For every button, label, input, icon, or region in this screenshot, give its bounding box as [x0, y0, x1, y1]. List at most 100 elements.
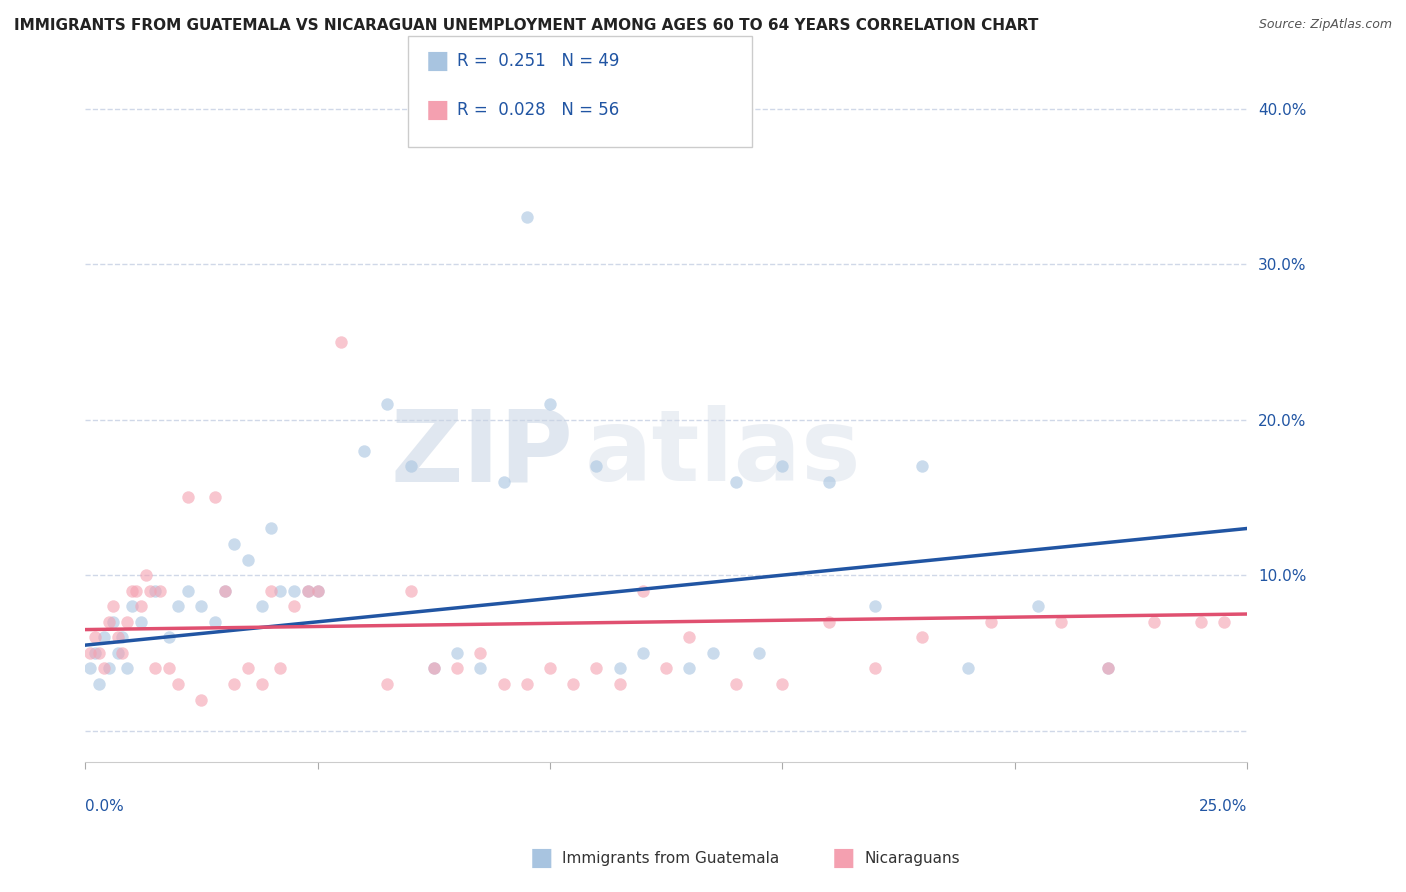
Point — [817, 475, 839, 489]
Point — [269, 661, 291, 675]
Point — [143, 661, 166, 675]
Point — [157, 661, 180, 675]
Text: Source: ZipAtlas.com: Source: ZipAtlas.com — [1258, 18, 1392, 31]
Point — [269, 583, 291, 598]
Point — [129, 599, 152, 614]
Point — [260, 521, 283, 535]
Point — [911, 459, 934, 474]
Point — [89, 677, 111, 691]
Point — [585, 459, 607, 474]
Point — [1097, 661, 1119, 675]
Point — [176, 583, 198, 598]
Point — [1026, 599, 1049, 614]
Point — [93, 631, 115, 645]
Point — [748, 646, 770, 660]
Point — [135, 568, 157, 582]
Point — [79, 646, 101, 660]
Text: IMMIGRANTS FROM GUATEMALA VS NICARAGUAN UNEMPLOYMENT AMONG AGES 60 TO 64 YEARS C: IMMIGRANTS FROM GUATEMALA VS NICARAGUAN … — [14, 18, 1039, 33]
Point — [167, 599, 190, 614]
Point — [307, 583, 329, 598]
Point — [329, 334, 352, 349]
Point — [83, 646, 105, 660]
Point — [236, 552, 259, 566]
Point — [1189, 615, 1212, 629]
Point — [770, 677, 793, 691]
Point — [297, 583, 319, 598]
Point — [399, 459, 422, 474]
Point — [107, 646, 129, 660]
Point — [423, 661, 446, 675]
Text: ■: ■ — [426, 98, 450, 122]
Point — [129, 615, 152, 629]
Point — [655, 661, 678, 675]
Point — [1050, 615, 1073, 629]
Point — [609, 677, 631, 691]
Text: 25.0%: 25.0% — [1199, 799, 1247, 814]
Point — [89, 646, 111, 660]
Point — [93, 661, 115, 675]
Point — [121, 599, 143, 614]
Text: Immigrants from Guatemala: Immigrants from Guatemala — [562, 851, 780, 865]
Point — [101, 599, 124, 614]
Point — [678, 661, 700, 675]
Point — [236, 661, 259, 675]
Point — [250, 677, 273, 691]
Point — [516, 211, 538, 225]
Point — [250, 599, 273, 614]
Point — [980, 615, 1002, 629]
Point — [214, 583, 236, 598]
Point — [1097, 661, 1119, 675]
Point — [283, 599, 305, 614]
Point — [957, 661, 980, 675]
Point — [111, 646, 134, 660]
Point — [83, 631, 105, 645]
Point — [222, 677, 245, 691]
Point — [446, 661, 468, 675]
Point — [423, 661, 446, 675]
Point — [817, 615, 839, 629]
Text: 0.0%: 0.0% — [86, 799, 124, 814]
Point — [111, 631, 134, 645]
Point — [470, 646, 492, 660]
Point — [139, 583, 162, 598]
Point — [190, 599, 212, 614]
Point — [214, 583, 236, 598]
Point — [492, 677, 515, 691]
Point — [865, 599, 887, 614]
Point — [562, 677, 585, 691]
Point — [297, 583, 319, 598]
Point — [115, 615, 138, 629]
Point — [353, 443, 375, 458]
Point — [446, 646, 468, 660]
Point — [125, 583, 148, 598]
Text: ■: ■ — [530, 847, 553, 870]
Point — [149, 583, 172, 598]
Point — [176, 491, 198, 505]
Text: atlas: atlas — [585, 405, 862, 502]
Point — [538, 397, 561, 411]
Point — [121, 583, 143, 598]
Point — [492, 475, 515, 489]
Point — [470, 661, 492, 675]
Point — [538, 661, 561, 675]
Point — [375, 397, 398, 411]
Point — [260, 583, 283, 598]
Point — [702, 646, 724, 660]
Point — [101, 615, 124, 629]
Text: R =  0.028   N = 56: R = 0.028 N = 56 — [457, 101, 619, 119]
Point — [222, 537, 245, 551]
Point — [865, 661, 887, 675]
Point — [307, 583, 329, 598]
Point — [97, 615, 120, 629]
Point — [1143, 615, 1166, 629]
Text: Nicaraguans: Nicaraguans — [865, 851, 960, 865]
Point — [190, 692, 212, 706]
Point — [157, 631, 180, 645]
Point — [911, 631, 934, 645]
Text: ■: ■ — [426, 49, 450, 73]
Point — [167, 677, 190, 691]
Point — [724, 677, 747, 691]
Text: ZIP: ZIP — [391, 405, 574, 502]
Point — [516, 677, 538, 691]
Point — [204, 491, 226, 505]
